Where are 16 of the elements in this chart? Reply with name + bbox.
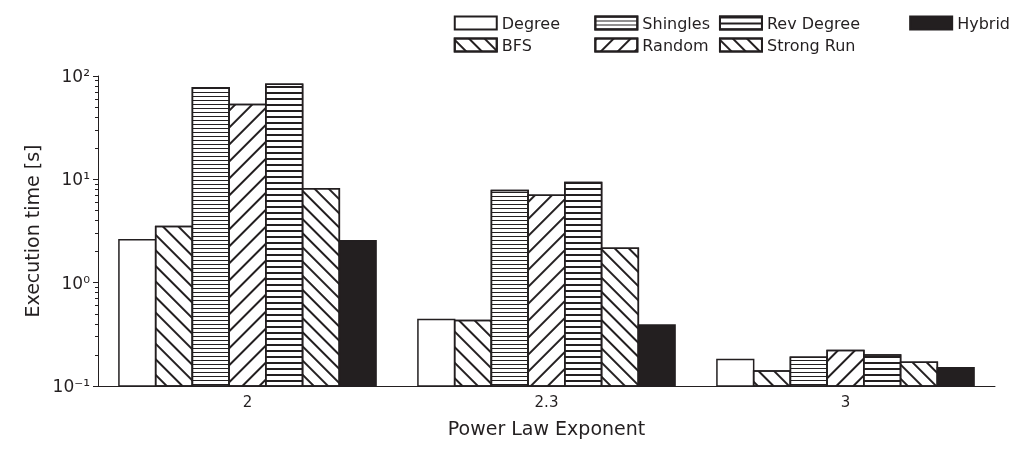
legend-label: BFS [501,35,532,55]
y-tick-label: 10⁻¹ [52,376,90,396]
y-axis-title: Execution time [s] [21,144,44,318]
legend-label: Random [642,35,709,55]
x-tick-label: 3 [840,392,851,411]
x-axis-title: Power Law Exponent [447,416,646,439]
y-tick-label: 10⁰ [61,272,91,293]
y-tick-label: 10¹ [61,169,90,190]
x-tick-label: 2 [242,392,253,411]
x-tick-label: 2.3 [534,392,559,411]
legend-label: Degree [501,13,560,33]
y-tick-label: 10² [61,66,90,86]
legend-label: Rev Degree [766,13,860,33]
legend-label: Shingles [642,13,711,33]
legend-label: Strong Run [766,35,856,55]
legend-label: Hybrid [957,13,1011,33]
